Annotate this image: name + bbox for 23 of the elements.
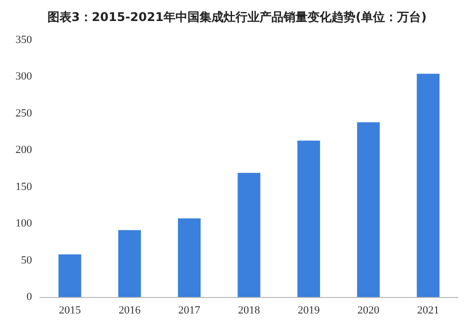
x-tick-label: 2015 [58,304,82,316]
x-tick-label: 2018 [238,304,260,316]
x-tick-label: 2016 [118,304,142,316]
y-tick-label: 100 [16,218,32,230]
bar [238,172,260,297]
y-tick-label: 0 [26,291,32,303]
x-tick-label: 2021 [417,304,440,316]
bar [297,140,320,297]
y-tick-label: 250 [16,107,32,120]
y-tick-label: 350 [16,34,32,46]
bar [416,74,440,297]
bar [357,122,380,297]
x-tick-label: 2017 [178,304,201,316]
chart-title: 图表3：2015-2021年中国集成灶行业产品销量变化趋势(单位：万台) [47,10,427,24]
bar [178,218,201,297]
y-tick-label: 50 [21,254,32,266]
y-tick-label: 200 [16,144,32,156]
bar [58,254,82,297]
x-tick-label: 2020 [357,304,380,316]
y-tick-label: 300 [16,70,32,83]
y-tick-label: 150 [16,180,32,193]
bar [118,230,141,297]
x-tick-label: 2019 [298,304,320,316]
